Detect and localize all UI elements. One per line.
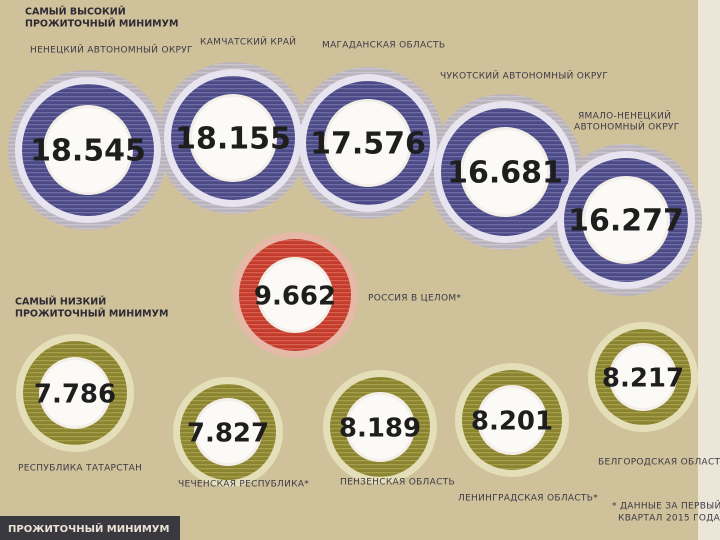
high-value: 16.681	[447, 156, 563, 191]
high-label: КАМЧАТСКИЙ КРАЙ	[200, 36, 296, 48]
high-value: 18.155	[175, 122, 291, 157]
russia-label: РОССИЯ В ЦЕЛОМ*	[368, 294, 461, 304]
low-circle: 7.786	[16, 334, 134, 452]
high-title: САМЫЙ ВЫСОКИЙ	[25, 6, 126, 18]
ring-center	[463, 130, 547, 214]
bottom-strip	[0, 516, 180, 540]
low-title: САМЫЙ НИЗКИЙ	[15, 296, 106, 308]
footnote: * ДАННЫЕ ЗА ПЕРВЫЙ	[612, 500, 720, 512]
low-circle: 8.189	[323, 370, 437, 484]
low-label: ЛЕНИНГРАДСКАЯ ОБЛАСТЬ*	[458, 494, 598, 504]
ring-center	[327, 102, 409, 184]
high-circle: 18.155	[164, 69, 302, 207]
high-title: ПРОЖИТОЧНЫЙ МИНИМУМ	[25, 18, 178, 30]
high-circle: 17.576	[299, 74, 437, 212]
high-circle: 16.681	[434, 101, 576, 243]
ring-center	[192, 97, 274, 179]
low-circle: 7.827	[173, 377, 283, 487]
high-label: АВТОНОМНЫЙ ОКРУГ	[574, 121, 680, 133]
high-value: 17.576	[310, 127, 426, 162]
russia-value: 9.662	[254, 282, 336, 312]
ring-center	[585, 179, 667, 261]
ring-center	[197, 401, 259, 463]
low-value: 7.827	[187, 419, 269, 449]
high-label: ЯМАЛО-НЕНЕЦКИЙ	[578, 110, 671, 122]
ring-center	[348, 395, 412, 459]
high-value: 18.545	[30, 134, 146, 169]
ring-center	[480, 388, 544, 452]
footnote: КВАРТАЛ 2015 ГОДА	[618, 514, 720, 524]
low-label: ЧЕЧЕНСКАЯ РЕСПУБЛИКА*	[178, 480, 309, 490]
low-label: БЕЛГОРОДСКАЯ ОБЛАСТЬ*	[598, 458, 720, 468]
bottom-heading: ПРОЖИТОЧНЫЙ МИНИМУМ	[8, 522, 170, 535]
page-edge	[698, 0, 720, 540]
ring-center	[260, 260, 330, 330]
low-label: РЕСПУБЛИКА ТАТАРСТАН	[18, 464, 142, 474]
ring-center	[42, 360, 108, 426]
low-value: 8.217	[602, 364, 684, 394]
low-value: 7.786	[34, 380, 116, 410]
russia-circle: 9.662	[232, 232, 358, 358]
low-value: 8.189	[339, 414, 421, 444]
low-value: 8.201	[471, 407, 553, 437]
high-label: МАГАДАНСКАЯ ОБЛАСТЬ	[322, 41, 445, 51]
ring-center	[46, 108, 130, 192]
low-circle: 8.201	[455, 363, 569, 477]
low-circle: 8.217	[588, 322, 698, 432]
high-label: ЧУКОТСКИЙ АВТОНОМНЫЙ ОКРУГ	[440, 70, 608, 82]
low-title: ПРОЖИТОЧНЫЙ МИНИМУМ	[15, 308, 168, 320]
ring-center	[612, 346, 674, 408]
high-circle: 18.545	[15, 77, 161, 223]
high-label: НЕНЕЦКИЙ АВТОНОМНЫЙ ОКРУГ	[30, 44, 193, 56]
high-value: 16.277	[568, 204, 684, 239]
low-label: ПЕНЗЕНСКАЯ ОБЛАСТЬ	[340, 478, 455, 488]
high-circle: 16.277	[557, 151, 695, 289]
